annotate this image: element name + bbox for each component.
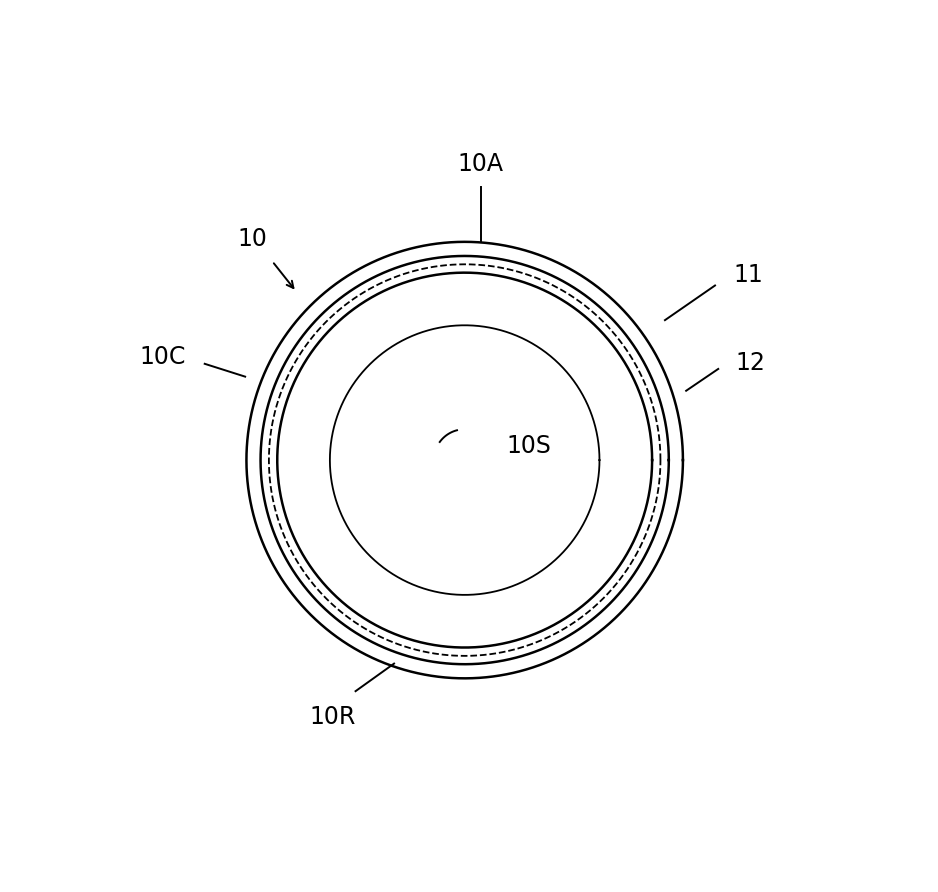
Text: 10R: 10R: [310, 706, 356, 730]
Text: 10C: 10C: [139, 345, 186, 369]
Text: 10: 10: [238, 227, 267, 251]
Text: 10A: 10A: [458, 153, 504, 177]
Text: 12: 12: [735, 351, 765, 375]
Text: 10S: 10S: [507, 434, 552, 458]
Text: 11: 11: [733, 263, 763, 287]
